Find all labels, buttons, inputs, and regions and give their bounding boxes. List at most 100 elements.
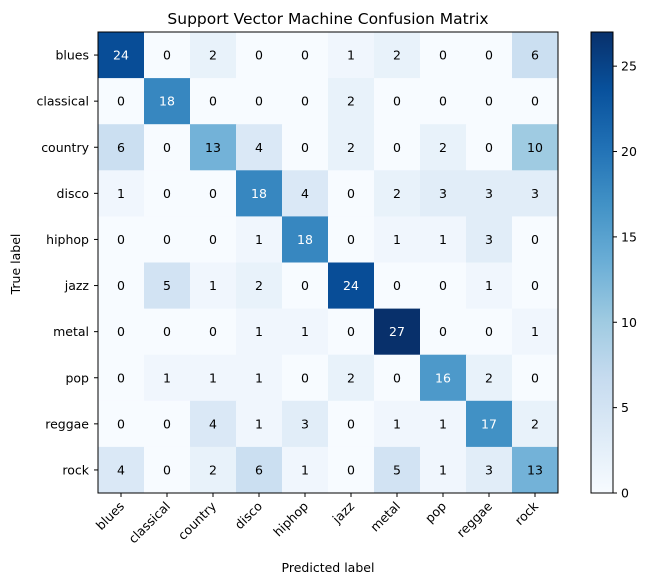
cell-value-label: 4 [117, 462, 125, 477]
x-tick-label: rock [512, 498, 542, 528]
heatmap-cell [420, 308, 467, 356]
cell-value-label: 0 [439, 48, 447, 63]
cell-value-label: 1 [117, 186, 125, 201]
x-tick-label: metal [367, 499, 403, 535]
cell-value-label: 0 [301, 278, 309, 293]
heatmap-cell [236, 170, 283, 217]
heatmap-cell [144, 354, 191, 402]
cell-value-label: 0 [117, 370, 125, 385]
heatmap-cell [236, 32, 283, 79]
cell-value-label: 0 [163, 232, 171, 247]
y-tick-label: jazz [64, 278, 90, 293]
cell-value-label: 1 [209, 278, 217, 293]
heatmap-cell [466, 446, 513, 494]
cell-value-label: 6 [117, 140, 125, 155]
heatmap-cell [466, 308, 513, 356]
heatmap-cell [420, 446, 467, 494]
heatmap-cell [328, 354, 375, 402]
cell-value-label: 6 [531, 48, 539, 63]
heatmap-cell [328, 216, 375, 263]
heatmap-cell [144, 170, 191, 217]
y-tick-label: country [41, 140, 89, 155]
cell-value-label: 1 [301, 462, 309, 477]
heatmap-cell [328, 170, 375, 217]
heatmap-cell [190, 78, 237, 125]
cell-value-label: 1 [255, 232, 263, 247]
colorbar-tick-label: 15 [621, 229, 637, 244]
cell-value-label: 1 [439, 232, 447, 247]
cell-value-label: 0 [163, 140, 171, 155]
heatmap-cell [282, 124, 329, 171]
colorbar: 0 5 10 15 20 25 [590, 31, 637, 501]
cell-value-label: 1 [531, 324, 539, 339]
colorbar-tick-label: 20 [621, 144, 637, 159]
x-tick-label: jazz [329, 498, 358, 527]
heatmap-cell [190, 308, 237, 356]
cell-value-label: 3 [485, 462, 493, 477]
x-tick-label: classical [125, 499, 173, 547]
cell-value-label: 0 [117, 324, 125, 339]
cell-value-label: 24 [343, 278, 359, 293]
colorbar-gradient [590, 31, 614, 494]
cell-value-label: 5 [393, 462, 401, 477]
cell-value-label: 13 [527, 462, 543, 477]
cell-value-label: 1 [301, 324, 309, 339]
y-tick-label: reggae [45, 416, 89, 431]
cell-value-label: 27 [389, 324, 405, 339]
heatmap-cell [190, 446, 237, 494]
heatmap-cell [282, 170, 329, 217]
heatmap-cell [328, 308, 375, 356]
heatmap-cell [98, 262, 145, 310]
heatmap-cell [420, 216, 467, 263]
heatmap-cell [282, 354, 329, 402]
cell-value-label: 0 [255, 48, 263, 63]
heatmap-cell [420, 262, 467, 310]
heatmap-cell [144, 216, 191, 263]
heatmap-cell [190, 124, 237, 171]
cell-value-label: 0 [117, 416, 125, 431]
cell-value-label: 0 [301, 48, 309, 63]
heatmap-cell [512, 124, 559, 171]
cell-value-label: 0 [163, 462, 171, 477]
heatmap-cell [282, 32, 329, 79]
colorbar-tick-label: 25 [621, 59, 637, 74]
colorbar-tick-label: 5 [621, 400, 629, 415]
heatmap-cell [512, 446, 559, 494]
heatmap-cell [466, 78, 513, 125]
cell-value-label: 18 [297, 232, 313, 247]
heatmap-cell [466, 354, 513, 402]
cell-value-label: 1 [485, 278, 493, 293]
heatmap-cell [512, 32, 559, 79]
cell-value-label: 2 [347, 140, 355, 155]
cell-value-label: 0 [209, 94, 217, 109]
heatmap-cell [190, 262, 237, 310]
heatmap-cells [98, 32, 559, 494]
heatmap-cell [512, 400, 559, 448]
cell-value-label: 0 [347, 324, 355, 339]
heatmap-cell [236, 400, 283, 448]
heatmap-cell [282, 446, 329, 494]
y-axis-label: True label [8, 234, 23, 296]
heatmap-cell [144, 124, 191, 171]
heatmap-cell [98, 400, 145, 448]
y-tick-label: rock [62, 462, 89, 477]
cell-value-label: 0 [209, 324, 217, 339]
cell-value-label: 0 [347, 232, 355, 247]
heatmap-cell [98, 170, 145, 217]
colorbar-tick-label: 0 [621, 486, 629, 501]
cell-value-label: 24 [113, 48, 129, 63]
cell-value-label: 0 [485, 94, 493, 109]
heatmap-cell [328, 446, 375, 494]
heatmap-cell [144, 446, 191, 494]
cell-value-label: 18 [159, 94, 175, 109]
cell-value-label: 0 [393, 370, 401, 385]
cell-value-label: 3 [485, 186, 493, 201]
cell-value-label: 1 [393, 416, 401, 431]
cell-value-label: 0 [485, 48, 493, 63]
cell-value-label: 3 [531, 186, 539, 201]
heatmap-cell [512, 216, 559, 263]
heatmap-cell [98, 78, 145, 125]
cell-value-label: 0 [439, 278, 447, 293]
cell-value-label: 0 [347, 416, 355, 431]
